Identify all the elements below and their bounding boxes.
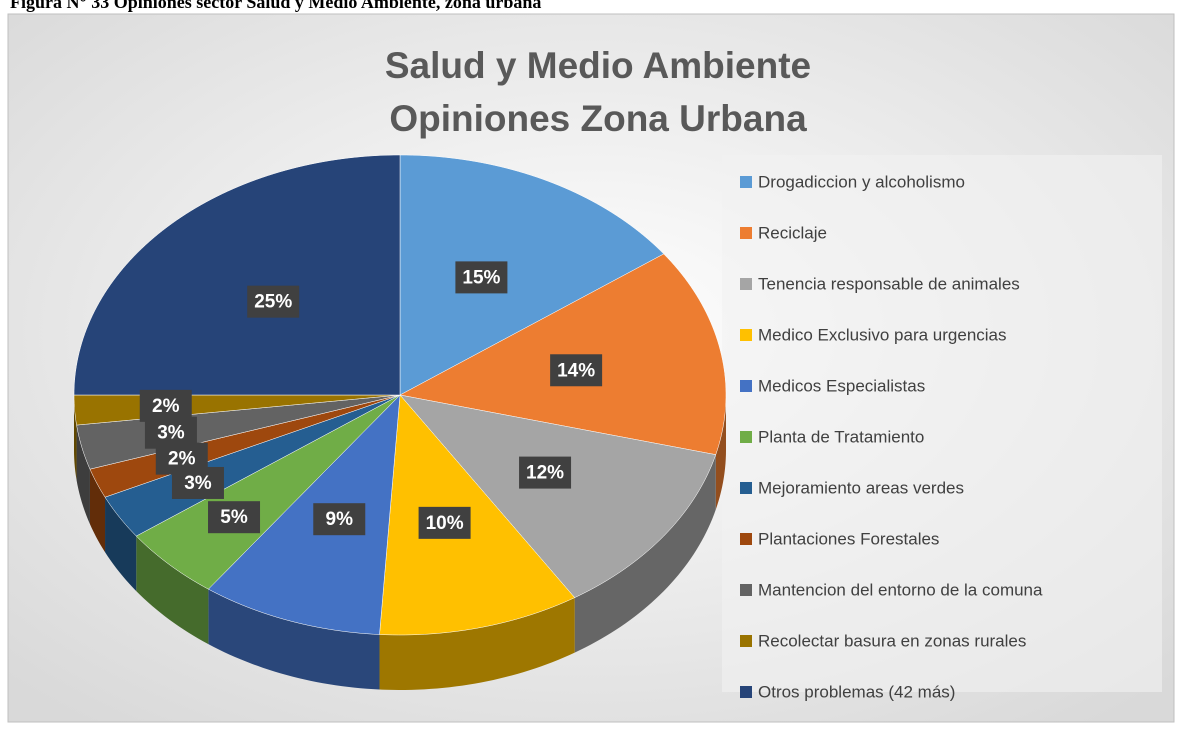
legend-label: Mantencion del entorno de la comuna	[758, 580, 1043, 599]
data-label-box	[519, 456, 572, 489]
data-label: 3%	[184, 473, 212, 494]
data-label-box	[313, 503, 366, 536]
caption: Figura N° 33 Opiniones sector Salud y Me…	[10, 0, 541, 12]
data-label: 2%	[168, 449, 196, 470]
data-label-box	[208, 501, 261, 534]
legend-label: Reciclaje	[758, 223, 827, 242]
legend-swatch	[740, 635, 752, 647]
data-label: 5%	[220, 507, 248, 528]
slice	[73, 154, 401, 396]
legend-swatch	[740, 584, 752, 596]
data-label-box	[247, 285, 300, 318]
slice	[207, 394, 401, 635]
chart-title: Salud y Medio Ambiente	[385, 45, 811, 86]
legend-swatch	[740, 176, 752, 188]
legend-label: Medico Exclusivo para urgencias	[758, 325, 1007, 344]
legend-label: Mejoramiento areas verdes	[758, 478, 964, 497]
slice	[104, 394, 401, 537]
legend-label: Medicos Especialistas	[758, 376, 925, 395]
legend-swatch	[740, 278, 752, 290]
legend-label: Otros problemas (42 más)	[758, 682, 955, 701]
slice-side	[136, 536, 209, 645]
data-label: 15%	[462, 267, 500, 288]
data-label: 9%	[326, 509, 354, 530]
slice-side	[715, 395, 726, 510]
data-label-box	[418, 506, 471, 539]
legend-label: Drogadiccion y alcoholismo	[758, 172, 965, 191]
data-label-box	[550, 354, 603, 387]
data-label: 25%	[254, 292, 292, 313]
data-label-box	[455, 261, 508, 294]
legend-swatch	[740, 329, 752, 341]
legend-swatch	[740, 686, 752, 698]
slice-side	[379, 597, 575, 690]
data-label: 10%	[426, 513, 464, 534]
chart-title: Opiniones Zona Urbana	[389, 98, 807, 139]
legend-swatch	[740, 227, 752, 239]
slice-side	[574, 454, 716, 653]
slice	[379, 394, 576, 636]
legend-swatch	[740, 380, 752, 392]
legend-box	[722, 155, 1162, 692]
slice	[399, 394, 717, 598]
slice	[135, 394, 401, 590]
slice-side	[208, 589, 380, 690]
legend-label: Recolectar basura en zonas rurales	[758, 631, 1026, 650]
slice	[399, 154, 665, 396]
slice-side	[74, 395, 77, 481]
legend-swatch	[740, 431, 752, 443]
slice-side	[76, 425, 90, 525]
data-label: 12%	[526, 463, 564, 484]
legend-label: Planta de Tratamiento	[758, 427, 924, 446]
legend-swatch	[740, 482, 752, 494]
legend-label: Plantaciones Forestales	[758, 529, 939, 548]
slice-side	[105, 497, 137, 592]
legend-swatch	[740, 533, 752, 545]
data-label: 14%	[557, 360, 595, 381]
slice-side	[89, 469, 106, 553]
data-label-box	[144, 416, 197, 449]
legend-label: Tenencia responsable de animales	[758, 274, 1020, 293]
data-label: 3%	[157, 423, 185, 444]
data-label-box	[139, 389, 192, 422]
data-label: 2%	[152, 396, 180, 417]
